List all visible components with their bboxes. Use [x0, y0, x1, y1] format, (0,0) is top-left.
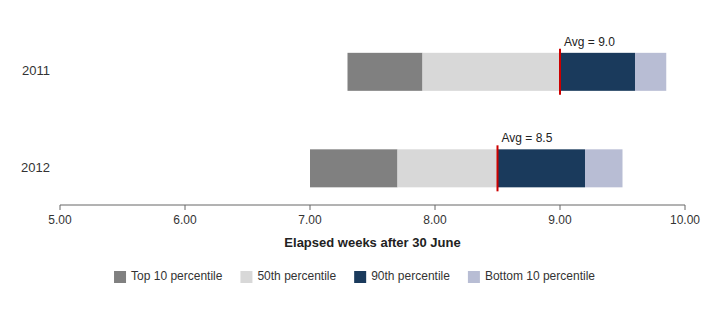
x-tick-label: 5.00	[48, 213, 72, 227]
average-line	[559, 49, 561, 95]
x-tick-label: 10.00	[670, 213, 700, 227]
bar-segment	[310, 149, 398, 187]
legend-swatch	[240, 271, 252, 283]
bar-segment	[560, 53, 635, 91]
category-label: 2012	[21, 160, 50, 175]
legend-swatch	[114, 271, 126, 283]
legend-label: 50th percentile	[257, 269, 336, 283]
average-label: Avg = 8.5	[502, 131, 553, 145]
x-tick-label: 9.00	[548, 213, 572, 227]
x-tick	[560, 205, 561, 210]
bar-segment	[423, 53, 561, 91]
legend-label: Bottom 10 percentile	[485, 269, 595, 283]
x-tick	[435, 205, 436, 210]
chart: Avg = 9.0 Avg = 8.5 2011 2012 5.00 6.00 7.00 8.…	[0, 0, 709, 329]
plot-marks	[310, 49, 666, 192]
x-tick	[60, 205, 61, 210]
legend-item: 90th percentile	[354, 269, 450, 283]
x-tick	[685, 205, 686, 210]
legend-item: Bottom 10 percentile	[468, 269, 595, 283]
x-axis-line	[60, 205, 685, 206]
average-label: Avg = 9.0	[564, 35, 615, 49]
x-tick-label: 6.00	[173, 213, 197, 227]
bar-segment	[498, 149, 586, 187]
average-line	[497, 145, 499, 191]
legend-item: 50th percentile	[240, 269, 336, 283]
category-label: 2011	[22, 63, 50, 78]
x-axis-label: Elapsed weeks after 30 June	[284, 235, 460, 250]
bar-segment	[635, 53, 666, 91]
x-tick-label: 7.00	[298, 213, 322, 227]
legend: Top 10 percentile 50th percentile 90th per…	[114, 269, 595, 283]
legend-label: 90th percentile	[371, 269, 450, 283]
bar-segment	[398, 149, 498, 187]
bar-segment	[348, 53, 423, 91]
x-tick	[185, 205, 186, 210]
legend-label: Top 10 percentile	[131, 269, 223, 283]
x-tick-label: 8.00	[423, 213, 447, 227]
legend-swatch	[354, 271, 366, 283]
legend-swatch	[468, 271, 480, 283]
bar-segment	[585, 149, 623, 187]
legend-item: Top 10 percentile	[114, 269, 223, 283]
x-tick	[310, 205, 311, 210]
